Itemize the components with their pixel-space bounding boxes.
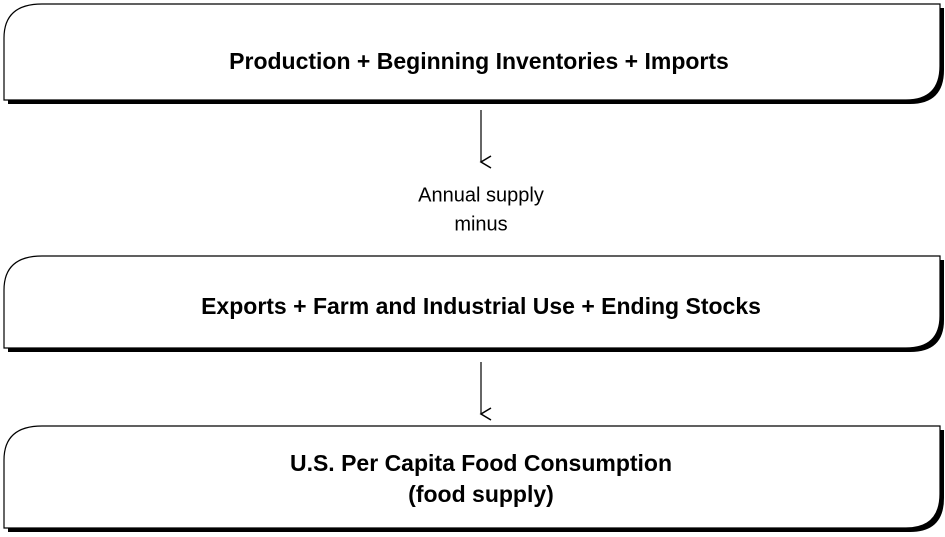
box-3: U.S. Per Capita Food Consumption (food s… [3, 425, 944, 532]
box-sublabel: (food supply) [408, 481, 554, 507]
connector-sublabel: minus [454, 213, 507, 235]
box-1: Production + Beginning Inventories + Imp… [3, 3, 944, 104]
box-2: Exports + Farm and Industrial Use + Endi… [3, 255, 944, 352]
box-label: U.S. Per Capita Food Consumption [290, 450, 672, 476]
connector-label: Annual supply [418, 184, 544, 206]
box-label: Production + Beginning Inventories + Imp… [229, 48, 729, 74]
box-label: Exports + Farm and Industrial Use + Endi… [201, 293, 761, 319]
